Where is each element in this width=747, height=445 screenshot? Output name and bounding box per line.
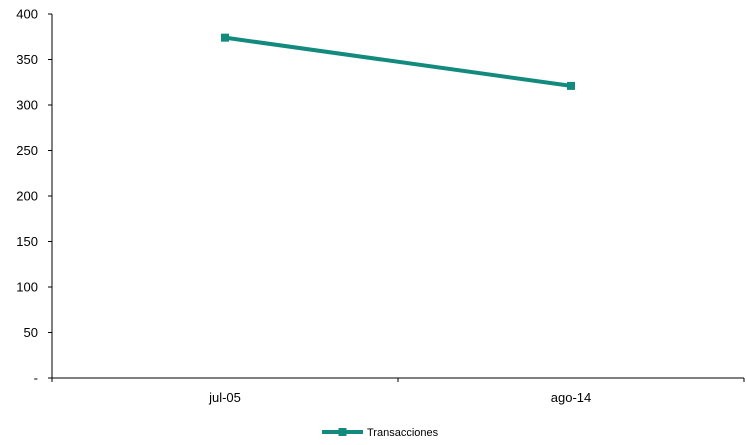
legend: Transacciones	[322, 427, 439, 439]
legend-swatch-marker	[338, 428, 347, 436]
y-tick-label: 200	[16, 189, 38, 204]
data-point	[221, 33, 229, 42]
y-axis: - 50 100 150 200 250 300 350 400	[16, 7, 53, 386]
x-tick-label: jul-05	[208, 390, 241, 405]
x-tick-label: ago-14	[551, 390, 591, 405]
y-tick-label: 350	[16, 52, 38, 67]
y-tick-label: 150	[16, 234, 38, 249]
series-line	[224, 35, 572, 88]
legend-label: Transacciones	[367, 427, 439, 439]
y-tick-label: 400	[16, 7, 38, 22]
y-tick-label: 300	[16, 98, 38, 113]
y-tick-label: 250	[16, 143, 38, 158]
series-layer	[221, 33, 575, 90]
data-point	[567, 81, 575, 90]
x-axis: jul-05 ago-14	[51, 377, 745, 405]
y-tick-label: -	[34, 371, 38, 386]
y-tick-label: 50	[24, 325, 38, 340]
y-tick-label: 100	[16, 280, 38, 295]
